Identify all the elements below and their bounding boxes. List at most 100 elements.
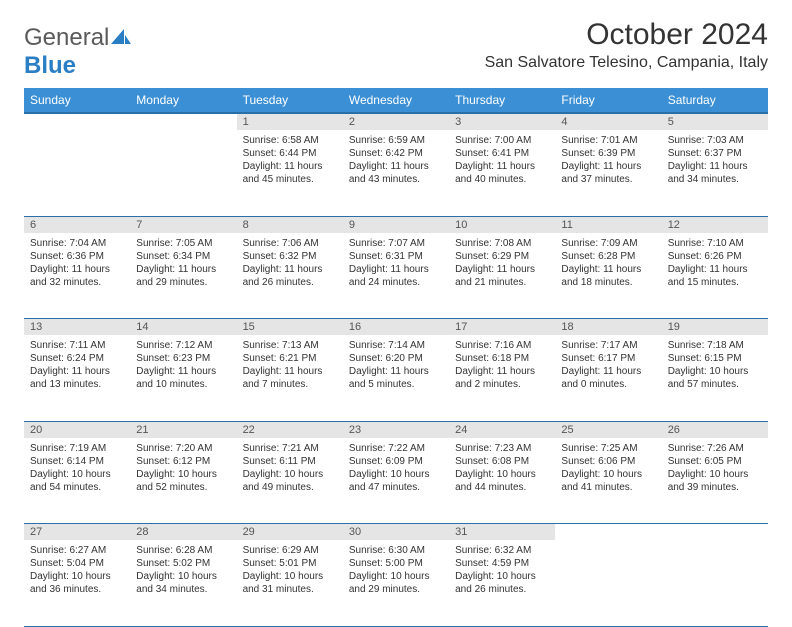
- weekday-header: Friday: [555, 88, 661, 113]
- sunset-line: Sunset: 6:20 PM: [349, 352, 443, 365]
- daylight-line-1: Daylight: 11 hours: [243, 365, 337, 378]
- sunrise-line: Sunrise: 7:16 AM: [455, 339, 549, 352]
- calendar-week-row: Sunrise: 6:58 AMSunset: 6:44 PMDaylight:…: [24, 130, 768, 216]
- daylight-line-2: and 32 minutes.: [30, 276, 124, 289]
- sunset-line: Sunset: 6:12 PM: [136, 455, 230, 468]
- sunrise-line: Sunrise: 7:18 AM: [668, 339, 762, 352]
- daylight-line-2: and 52 minutes.: [136, 481, 230, 494]
- calendar-grid: SundayMondayTuesdayWednesdayThursdayFrid…: [24, 88, 768, 627]
- daylight-line-2: and 5 minutes.: [349, 378, 443, 391]
- calendar-day-cell: Sunrise: 7:08 AMSunset: 6:29 PMDaylight:…: [449, 233, 555, 319]
- sunrise-line: Sunrise: 7:21 AM: [243, 442, 337, 455]
- location-subtitle: San Salvatore Telesino, Campania, Italy: [485, 54, 768, 72]
- calendar-day-cell: Sunrise: 7:19 AMSunset: 6:14 PMDaylight:…: [24, 438, 130, 524]
- daylight-line-2: and 44 minutes.: [455, 481, 549, 494]
- sunrise-line: Sunrise: 6:28 AM: [136, 544, 230, 557]
- day-number-cell: 17: [449, 319, 555, 336]
- daylight-line-2: and 29 minutes.: [136, 276, 230, 289]
- sunset-line: Sunset: 6:29 PM: [455, 250, 549, 263]
- calendar-day-cell: Sunrise: 7:25 AMSunset: 6:06 PMDaylight:…: [555, 438, 661, 524]
- daylight-line-2: and 29 minutes.: [349, 583, 443, 596]
- daylight-line-2: and 18 minutes.: [561, 276, 655, 289]
- day-number-cell: 8: [237, 216, 343, 233]
- brand-text: GeneralBlue: [24, 24, 131, 80]
- day-number-cell: 11: [555, 216, 661, 233]
- calendar-day-cell: Sunrise: 7:13 AMSunset: 6:21 PMDaylight:…: [237, 335, 343, 421]
- sunrise-line: Sunrise: 7:20 AM: [136, 442, 230, 455]
- sunrise-line: Sunrise: 6:27 AM: [30, 544, 124, 557]
- daylight-line-1: Daylight: 11 hours: [455, 160, 549, 173]
- day-number-row: 2728293031: [24, 524, 768, 541]
- calendar-day-cell: Sunrise: 7:26 AMSunset: 6:05 PMDaylight:…: [662, 438, 768, 524]
- brand-logo: GeneralBlue: [24, 18, 131, 80]
- daylight-line-2: and 45 minutes.: [243, 173, 337, 186]
- day-number-cell: 16: [343, 319, 449, 336]
- daylight-line-2: and 40 minutes.: [455, 173, 549, 186]
- daylight-line-1: Daylight: 11 hours: [349, 263, 443, 276]
- day-number-cell: 1: [237, 113, 343, 130]
- sunset-line: Sunset: 6:05 PM: [668, 455, 762, 468]
- day-number-cell: 29: [237, 524, 343, 541]
- day-number-cell: 20: [24, 421, 130, 438]
- daylight-line-2: and 24 minutes.: [349, 276, 443, 289]
- daylight-line-1: Daylight: 10 hours: [455, 570, 549, 583]
- calendar-day-cell: Sunrise: 6:27 AMSunset: 5:04 PMDaylight:…: [24, 540, 130, 626]
- sunset-line: Sunset: 6:21 PM: [243, 352, 337, 365]
- daylight-line-2: and 13 minutes.: [30, 378, 124, 391]
- calendar-day-cell: Sunrise: 7:09 AMSunset: 6:28 PMDaylight:…: [555, 233, 661, 319]
- calendar-day-cell: Sunrise: 7:01 AMSunset: 6:39 PMDaylight:…: [555, 130, 661, 216]
- sunset-line: Sunset: 5:04 PM: [30, 557, 124, 570]
- day-number-cell: [555, 524, 661, 541]
- sunrise-line: Sunrise: 7:25 AM: [561, 442, 655, 455]
- sunrise-line: Sunrise: 7:09 AM: [561, 237, 655, 250]
- sunrise-line: Sunrise: 7:01 AM: [561, 134, 655, 147]
- daylight-line-1: Daylight: 11 hours: [30, 263, 124, 276]
- calendar-day-cell: Sunrise: 7:00 AMSunset: 6:41 PMDaylight:…: [449, 130, 555, 216]
- sunset-line: Sunset: 5:01 PM: [243, 557, 337, 570]
- weekday-header: Wednesday: [343, 88, 449, 113]
- daylight-line-2: and 34 minutes.: [668, 173, 762, 186]
- day-number-cell: 27: [24, 524, 130, 541]
- calendar-day-cell: [130, 130, 236, 216]
- sunrise-line: Sunrise: 7:23 AM: [455, 442, 549, 455]
- daylight-line-1: Daylight: 10 hours: [136, 468, 230, 481]
- daylight-line-2: and 26 minutes.: [455, 583, 549, 596]
- daylight-line-1: Daylight: 10 hours: [136, 570, 230, 583]
- calendar-day-cell: Sunrise: 7:04 AMSunset: 6:36 PMDaylight:…: [24, 233, 130, 319]
- sunset-line: Sunset: 6:34 PM: [136, 250, 230, 263]
- day-number-cell: 18: [555, 319, 661, 336]
- weekday-header-row: SundayMondayTuesdayWednesdayThursdayFrid…: [24, 88, 768, 113]
- day-number-cell: [130, 113, 236, 130]
- calendar-day-cell: Sunrise: 7:22 AMSunset: 6:09 PMDaylight:…: [343, 438, 449, 524]
- daylight-line-1: Daylight: 11 hours: [243, 263, 337, 276]
- brand-part1: General: [24, 24, 109, 51]
- daylight-line-2: and 7 minutes.: [243, 378, 337, 391]
- day-number-cell: 28: [130, 524, 236, 541]
- calendar-day-cell: Sunrise: 6:28 AMSunset: 5:02 PMDaylight:…: [130, 540, 236, 626]
- sunset-line: Sunset: 6:23 PM: [136, 352, 230, 365]
- calendar-day-cell: Sunrise: 7:05 AMSunset: 6:34 PMDaylight:…: [130, 233, 236, 319]
- daylight-line-1: Daylight: 11 hours: [561, 365, 655, 378]
- calendar-week-row: Sunrise: 7:19 AMSunset: 6:14 PMDaylight:…: [24, 438, 768, 524]
- daylight-line-2: and 21 minutes.: [455, 276, 549, 289]
- day-number-cell: 25: [555, 421, 661, 438]
- calendar-day-cell: Sunrise: 6:58 AMSunset: 6:44 PMDaylight:…: [237, 130, 343, 216]
- daylight-line-2: and 31 minutes.: [243, 583, 337, 596]
- month-title: October 2024: [485, 18, 768, 52]
- daylight-line-1: Daylight: 10 hours: [30, 468, 124, 481]
- weekday-header: Saturday: [662, 88, 768, 113]
- daylight-line-1: Daylight: 10 hours: [30, 570, 124, 583]
- sunrise-line: Sunrise: 7:08 AM: [455, 237, 549, 250]
- daylight-line-1: Daylight: 11 hours: [30, 365, 124, 378]
- calendar-day-cell: Sunrise: 7:06 AMSunset: 6:32 PMDaylight:…: [237, 233, 343, 319]
- daylight-line-2: and 54 minutes.: [30, 481, 124, 494]
- sunset-line: Sunset: 6:31 PM: [349, 250, 443, 263]
- sunset-line: Sunset: 6:42 PM: [349, 147, 443, 160]
- calendar-day-cell: Sunrise: 6:30 AMSunset: 5:00 PMDaylight:…: [343, 540, 449, 626]
- daylight-line-2: and 47 minutes.: [349, 481, 443, 494]
- calendar-day-cell: Sunrise: 7:20 AMSunset: 6:12 PMDaylight:…: [130, 438, 236, 524]
- daylight-line-1: Daylight: 11 hours: [455, 263, 549, 276]
- daylight-line-2: and 43 minutes.: [349, 173, 443, 186]
- sunrise-line: Sunrise: 7:03 AM: [668, 134, 762, 147]
- sunset-line: Sunset: 6:26 PM: [668, 250, 762, 263]
